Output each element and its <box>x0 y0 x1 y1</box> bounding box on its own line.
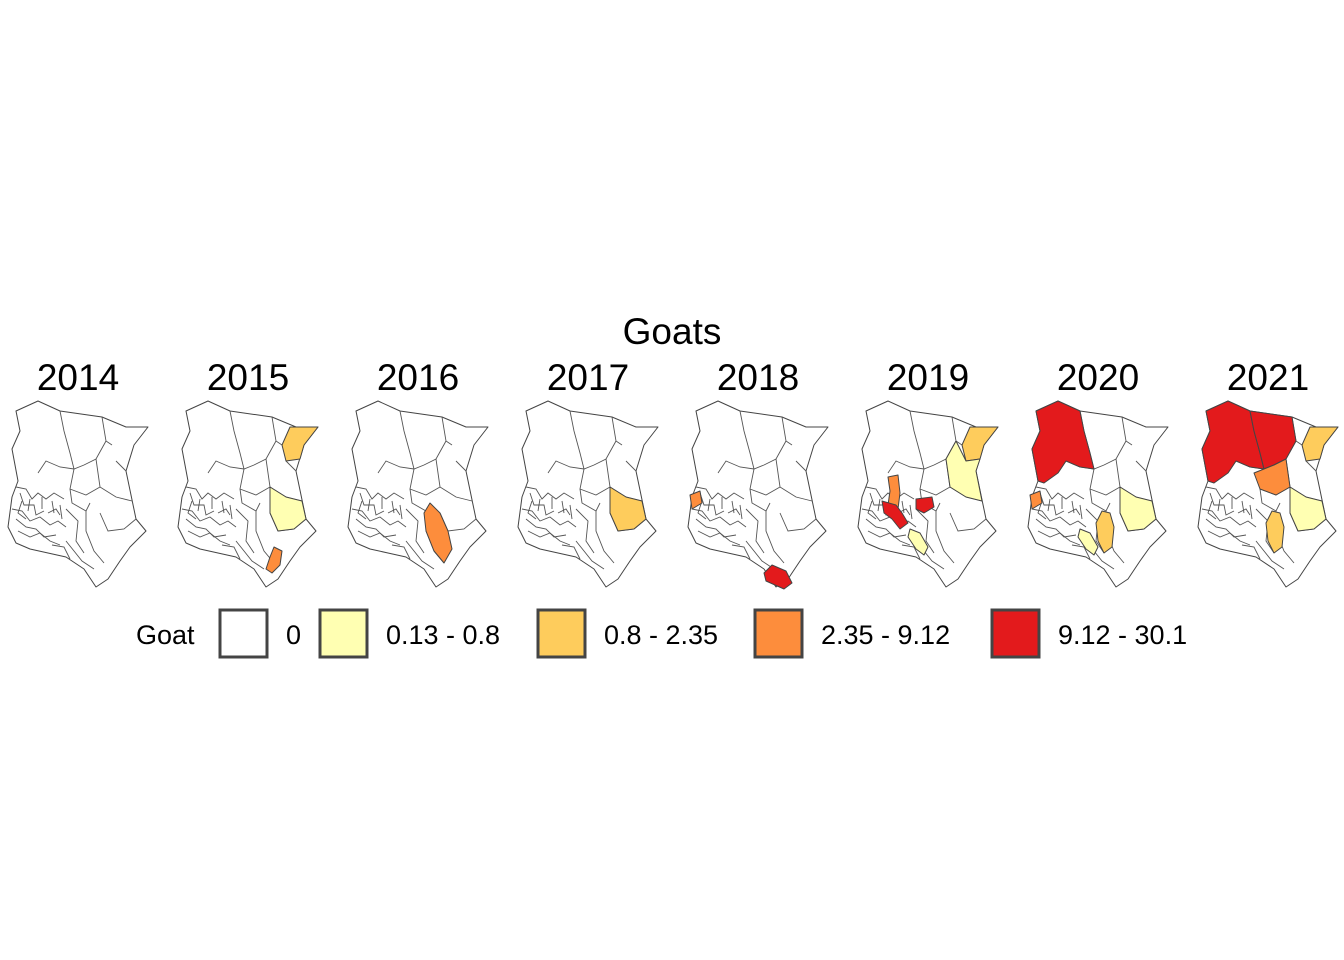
county-rift-b <box>881 500 909 530</box>
county-turkana <box>1031 400 1095 484</box>
legend-item: 0 <box>218 608 301 659</box>
county-coast-tip <box>763 564 793 590</box>
legend-item: 2.35 - 9.12 <box>753 608 950 659</box>
panel-year-label: 2017 <box>547 357 629 398</box>
country-outline <box>517 400 659 588</box>
county-tana <box>423 502 453 564</box>
map-panel-2014: 2014 <box>7 357 149 588</box>
county-northeast-tip <box>961 426 999 462</box>
county-borders <box>11 410 137 570</box>
panel-year-label: 2016 <box>377 357 459 398</box>
panel-year-label: 2021 <box>1227 357 1309 398</box>
legend-key <box>990 608 1041 659</box>
kenya-map <box>687 400 829 590</box>
legend: Goat 0 0.13 - 0.8 0.8 - 2.35 2.35 - 9.12 9.1… <box>136 608 1187 659</box>
county-borders <box>691 410 817 570</box>
legend-key <box>318 608 369 659</box>
legend-item: 9.12 - 30.1 <box>990 608 1187 659</box>
kenya-map <box>347 400 489 588</box>
kenya-map <box>517 400 659 588</box>
legend-key <box>536 608 587 659</box>
county-west-edge <box>689 490 703 510</box>
map-panel-2017: 2017 <box>517 357 659 588</box>
panel-year-label: 2019 <box>887 357 969 398</box>
county-garissa <box>1119 486 1157 532</box>
county-garissa <box>609 486 647 532</box>
county-garissa <box>269 486 307 532</box>
county-central-small <box>915 496 935 514</box>
legend-title: Goat <box>136 620 195 650</box>
county-northeast-tip <box>281 426 319 462</box>
legend-label: 0 <box>286 620 301 650</box>
county-west-edge <box>1029 490 1043 510</box>
map-panel-2015: 2015 <box>177 357 319 588</box>
panel-year-label: 2018 <box>717 357 799 398</box>
county-isiolo <box>1253 458 1291 496</box>
legend-item: 0.13 - 0.8 <box>318 608 500 659</box>
county-coast-lower <box>265 546 283 574</box>
legend-item: 0.8 - 2.35 <box>536 608 718 659</box>
legend-label: 0.13 - 0.8 <box>386 620 500 650</box>
legend-label: 2.35 - 9.12 <box>821 620 950 650</box>
county-garissa <box>1289 486 1327 532</box>
county-south-strip <box>1077 528 1099 556</box>
legend-label: 0.8 - 2.35 <box>604 620 718 650</box>
legend-label: 9.12 - 30.1 <box>1058 620 1187 650</box>
legend-key <box>218 608 269 659</box>
map-panel-2020: 2020 <box>1027 357 1169 588</box>
county-wajir <box>945 440 983 502</box>
country-outline <box>7 400 149 588</box>
county-kitui <box>1265 510 1285 554</box>
kenya-map <box>177 400 319 588</box>
county-kitui <box>1095 510 1115 554</box>
map-panel-2016: 2016 <box>347 357 489 588</box>
kenya-map <box>7 400 149 588</box>
country-outline <box>347 400 489 588</box>
kenya-map <box>857 400 999 588</box>
main-title: Goats <box>623 311 722 352</box>
county-south-strip <box>907 528 929 556</box>
panel-year-label: 2015 <box>207 357 289 398</box>
legend-key <box>753 608 804 659</box>
panel-year-label: 2014 <box>37 357 119 398</box>
map-panel-2018: 2018 <box>687 357 829 590</box>
kenya-map <box>1197 400 1339 588</box>
county-northeast-tip <box>1301 426 1339 462</box>
panel-year-label: 2020 <box>1057 357 1139 398</box>
kenya-map <box>1027 400 1169 588</box>
map-panel-2021: 2021 <box>1197 357 1339 588</box>
panels: 2014 2015 2016 2017 2018 2019 2020 2021 <box>7 357 1339 590</box>
county-borders <box>521 410 647 570</box>
map-panel-2019: 2019 <box>857 357 999 588</box>
